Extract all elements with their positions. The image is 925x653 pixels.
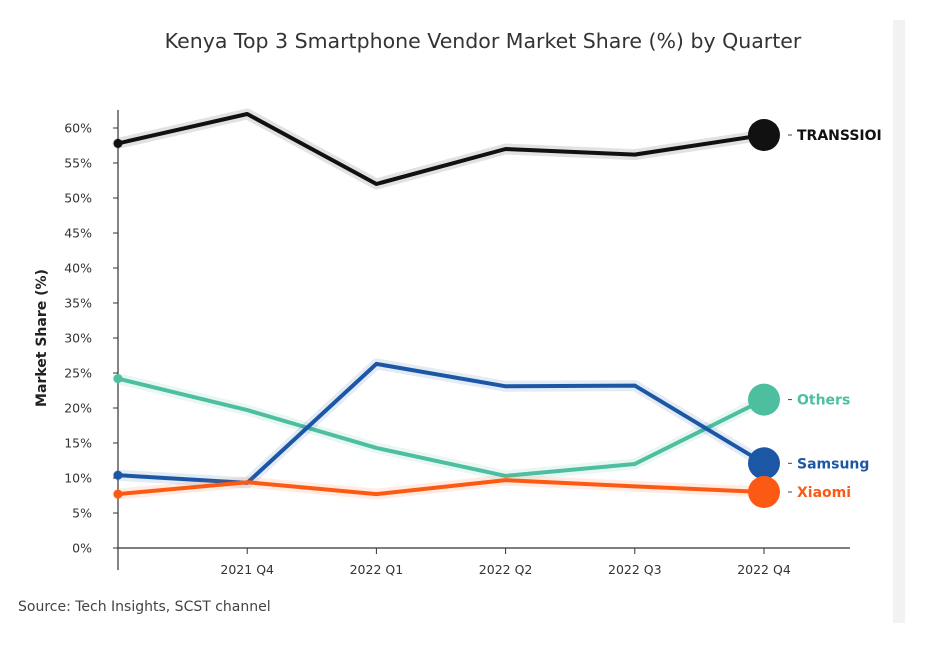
source-note: Source: Tech Insights, SCST channel xyxy=(18,599,271,615)
x-tick-label: 2022 Q2 xyxy=(479,562,533,577)
vertical-scrollbar[interactable] xyxy=(893,20,905,623)
x-tick-label: 2022 Q1 xyxy=(350,562,404,577)
y-tick-label: 15% xyxy=(64,436,92,451)
plot-area: 0% 5% 10% 15% 20% 25% 30% 35% 40% 45% 50% 55% 60% 202… xyxy=(34,108,882,577)
y-tick-label: 50% xyxy=(64,191,92,206)
y-axis-title: Market Share (%) xyxy=(34,269,50,407)
y-tick-label: 60% xyxy=(64,121,92,136)
series-line-samsung xyxy=(116,361,766,485)
series-start-marker-xiaomi xyxy=(113,489,123,499)
y-tick-label: 30% xyxy=(64,331,92,346)
series-label-xiaomi: Xiaomi xyxy=(797,485,851,501)
series-end-marker-xiaomi xyxy=(748,476,780,508)
series-end-marker-others xyxy=(748,383,780,416)
y-tick-label: 5% xyxy=(72,506,92,521)
y-tick-label: 20% xyxy=(64,401,92,416)
series-line-xiaomi xyxy=(116,478,766,497)
y-tick-label: 35% xyxy=(64,296,92,311)
x-tick-label: 2022 Q3 xyxy=(608,562,662,577)
chart-title: Kenya Top 3 Smartphone Vendor Market Sha… xyxy=(165,29,802,53)
x-tick-label: 2022 Q4 xyxy=(737,562,791,577)
series-label-others: Others xyxy=(797,393,850,409)
y-tick-label: 45% xyxy=(64,226,92,241)
series-label-samsung: Samsung xyxy=(797,456,869,472)
series-start-marker-transsion xyxy=(113,138,123,148)
y-tick-label: 25% xyxy=(64,366,92,381)
series-end-marker-transsion xyxy=(748,119,780,151)
y-tick-label: 40% xyxy=(64,261,92,276)
series-end-marker-samsung xyxy=(748,447,780,480)
series-start-marker-samsung xyxy=(113,470,123,480)
series-label-transsion: TRANSSIOI xyxy=(797,128,882,144)
y-tick-label: 55% xyxy=(64,156,92,171)
y-tick-label: 0% xyxy=(72,541,92,556)
series-start-marker-others xyxy=(113,374,123,384)
series-line-others xyxy=(116,376,766,478)
y-tick-label: 10% xyxy=(64,471,92,486)
x-tick-label: 2021 Q4 xyxy=(220,562,274,577)
series-line-transsion xyxy=(116,112,766,186)
